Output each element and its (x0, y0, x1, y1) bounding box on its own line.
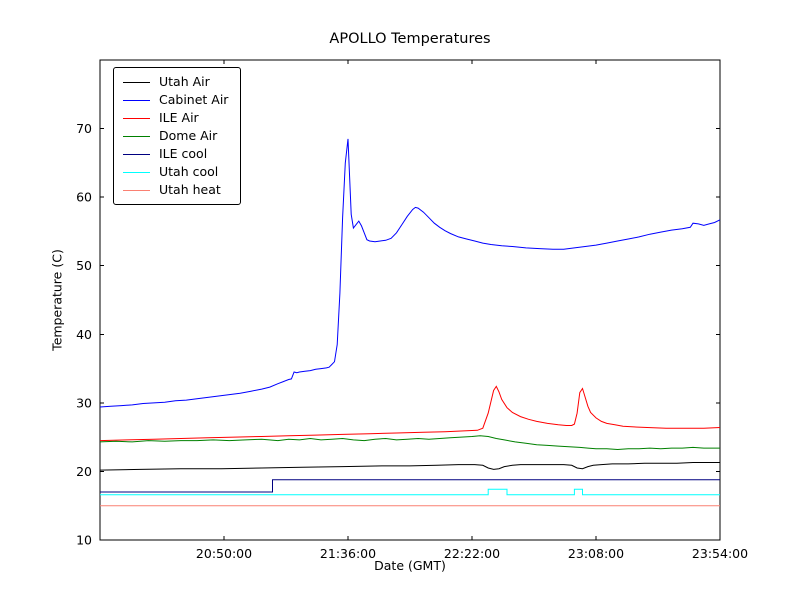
y-tick-label: 20 (76, 464, 92, 479)
legend-line-sample (123, 189, 150, 191)
legend-item: Utah Air (123, 75, 228, 89)
legend-item: Cabinet Air (123, 93, 228, 107)
x-tick-label: 22:22:00 (444, 546, 500, 561)
series-line-ile-air (99, 385, 721, 442)
y-tick-label: 30 (76, 395, 92, 410)
legend-line-sample (123, 117, 150, 119)
y-axis-label: Temperature (C) (49, 249, 65, 351)
legend-line-sample (123, 135, 150, 137)
chart-title: APOLLO Temperatures (329, 31, 491, 47)
legend-label: ILE cool (159, 146, 208, 161)
legend-item: ILE cool (123, 147, 228, 161)
series-line-utah-air (99, 462, 720, 471)
legend-line-sample (123, 153, 150, 155)
series-line-dome-air (99, 435, 720, 451)
y-tick-label: 40 (76, 327, 92, 342)
series-line-ile-cool (100, 479, 720, 493)
legend-label: ILE Air (159, 110, 199, 125)
legend-item: Dome Air (123, 129, 228, 143)
legend: Utah Air Cabinet Air ILE Air Dome Air ILE co… (113, 67, 242, 205)
legend-label: Utah Air (159, 74, 210, 89)
axes-frame (99, 59, 721, 541)
legend-label: Utah heat (159, 182, 221, 197)
legend-label: Dome Air (159, 128, 218, 143)
legend-item: Utah heat (123, 183, 228, 197)
y-tick-label: 60 (76, 190, 92, 205)
x-tick-label: 21:36:00 (320, 546, 376, 561)
x-tick-label: 23:08:00 (568, 546, 624, 561)
series-line-cabinet-air (99, 138, 721, 408)
series-line-utah-cool (100, 488, 720, 496)
legend-item: Utah cool (123, 165, 228, 179)
x-axis-label: Date (GMT) (374, 558, 446, 573)
legend-line-sample (123, 81, 150, 83)
legend-label: Utah cool (159, 164, 219, 179)
x-tick-label: 20:50:00 (196, 546, 252, 561)
legend-line-sample (123, 99, 150, 101)
x-tick-label: 23:54:00 (692, 546, 748, 561)
y-tick-label: 50 (76, 258, 92, 273)
legend-label: Cabinet Air (159, 92, 229, 107)
y-tick-label: 70 (76, 121, 92, 136)
legend-item: ILE Air (123, 111, 228, 125)
y-tick-label: 10 (76, 533, 92, 548)
legend-line-sample (123, 171, 150, 173)
